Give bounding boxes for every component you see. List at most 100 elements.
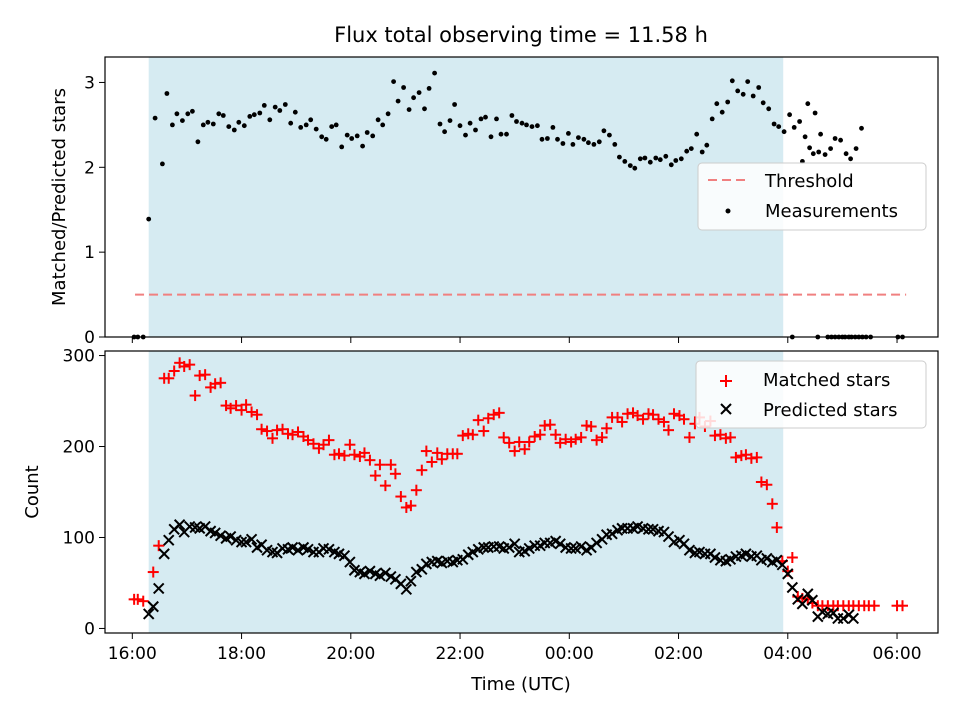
- top-y-ticks: 0 1 2 3: [84, 73, 105, 348]
- predicted-star-point: [209, 527, 221, 539]
- matched-star-point: [389, 468, 401, 480]
- top-y-tick-label: 2: [84, 158, 95, 178]
- top-legend: Threshold Measurements: [697, 162, 927, 231]
- measurement-point: [323, 136, 329, 142]
- measurement-point: [411, 95, 416, 101]
- predicted-star-point: [740, 548, 752, 560]
- bottom-y-tick-label: 0: [84, 619, 95, 639]
- top-y-tick-label: 0: [84, 328, 95, 348]
- measurement-point: [463, 132, 468, 138]
- top-y-tick-label: 3: [84, 73, 95, 93]
- measurement-point: [422, 106, 427, 112]
- matched-star-point: [215, 377, 227, 389]
- matched-star-point: [338, 450, 350, 462]
- measurement-point: [437, 121, 443, 127]
- measurement-point: [725, 99, 731, 105]
- measurement-point: [152, 115, 158, 121]
- matched-star-point: [658, 416, 670, 428]
- predicted-star-point: [724, 553, 737, 566]
- measurement-point: [360, 143, 365, 149]
- measurement-point: [612, 142, 618, 147]
- measurement-point: [375, 117, 381, 123]
- measurement-point: [442, 129, 447, 135]
- matched-star-point: [570, 433, 582, 445]
- matched-star-point: [724, 431, 736, 443]
- measurement-point: [816, 149, 822, 155]
- ratio-panel: 0 1 2 3 Matched/Predicted stars Threshold M…: [49, 56, 939, 348]
- measurement-point: [385, 111, 391, 117]
- x-tick-label: 16:00: [108, 644, 157, 664]
- measurement-point: [647, 159, 653, 165]
- measurement-point: [231, 127, 237, 133]
- predicted-star-point: [782, 568, 794, 580]
- matched-star-point: [395, 491, 407, 503]
- predicted-star-point: [761, 552, 773, 565]
- matched-star-point: [178, 360, 190, 372]
- measurement-points: [131, 70, 905, 340]
- matched-star-point: [766, 498, 778, 510]
- measurement-point: [688, 146, 694, 152]
- measurement-point: [622, 159, 628, 164]
- top-legend-frame: [697, 162, 927, 231]
- bottom-x-ticks: 16:00 18:00 20:00 22:00 00:00 02:00 04:00 06:00: [108, 633, 922, 664]
- predicted-star-point: [302, 543, 314, 556]
- measurement-point: [637, 156, 643, 162]
- measurement-point: [251, 112, 257, 118]
- predicted-star-point: [642, 523, 655, 536]
- measurement-point: [560, 141, 566, 146]
- measurement-point: [729, 78, 735, 84]
- measurement-point: [282, 102, 288, 107]
- measurement-point: [272, 104, 278, 110]
- predicted-star-point: [575, 540, 587, 553]
- measurement-point: [292, 109, 298, 115]
- bottom-axes-frame: [104, 350, 939, 634]
- measurement-point: [673, 158, 679, 163]
- predicted-star-point: [245, 533, 258, 546]
- measurement-point: [457, 123, 463, 129]
- matched-star-point: [896, 600, 908, 612]
- predicted-star-point: [379, 567, 392, 579]
- measurement-point: [848, 156, 853, 162]
- x-tick-label: 22:00: [436, 644, 485, 664]
- top-axes-frame: [104, 56, 939, 338]
- predicted-star-point: [147, 600, 159, 613]
- measurement-point: [805, 101, 811, 107]
- measurement-point: [319, 134, 325, 140]
- matched-star-point: [534, 429, 546, 441]
- matched-star-point: [369, 470, 381, 482]
- matched-star-point: [364, 454, 376, 466]
- measurement-point: [504, 131, 509, 137]
- matched-star-point: [523, 436, 535, 448]
- matched-star-point: [509, 445, 521, 457]
- legend-predicted-label: Predicted stars: [763, 400, 897, 421]
- legend-threshold-label: Threshold: [764, 171, 854, 192]
- matched-star-point: [751, 451, 763, 463]
- matched-star-point: [663, 424, 675, 436]
- matched-star-point: [637, 413, 649, 425]
- bottom-y-tick-label: 300: [63, 347, 95, 367]
- predicted-star-point: [832, 612, 844, 625]
- measurement-point: [313, 126, 319, 132]
- measurement-point: [349, 136, 355, 141]
- predicted-star-point: [590, 537, 603, 549]
- matched-star-point: [137, 595, 149, 607]
- measurement-point: [539, 136, 545, 142]
- measurement-point: [684, 148, 690, 154]
- measurement-point: [524, 122, 529, 128]
- measurement-point: [432, 70, 437, 76]
- measurement-point: [344, 132, 350, 138]
- measurement-point: [180, 118, 185, 123]
- predicted-star-point: [235, 536, 248, 548]
- predicted-star-point: [847, 612, 860, 625]
- matched-star-point: [323, 434, 335, 446]
- matched-star-point: [550, 429, 562, 441]
- matched-star-point: [416, 464, 428, 476]
- measurement-point: [617, 154, 622, 160]
- matched-star-point: [348, 449, 360, 461]
- measurement-point: [832, 136, 838, 141]
- predicted-star-point: [806, 594, 819, 606]
- matched-star-point: [184, 359, 196, 371]
- measurement-point: [288, 120, 294, 126]
- measurement-point: [642, 155, 648, 161]
